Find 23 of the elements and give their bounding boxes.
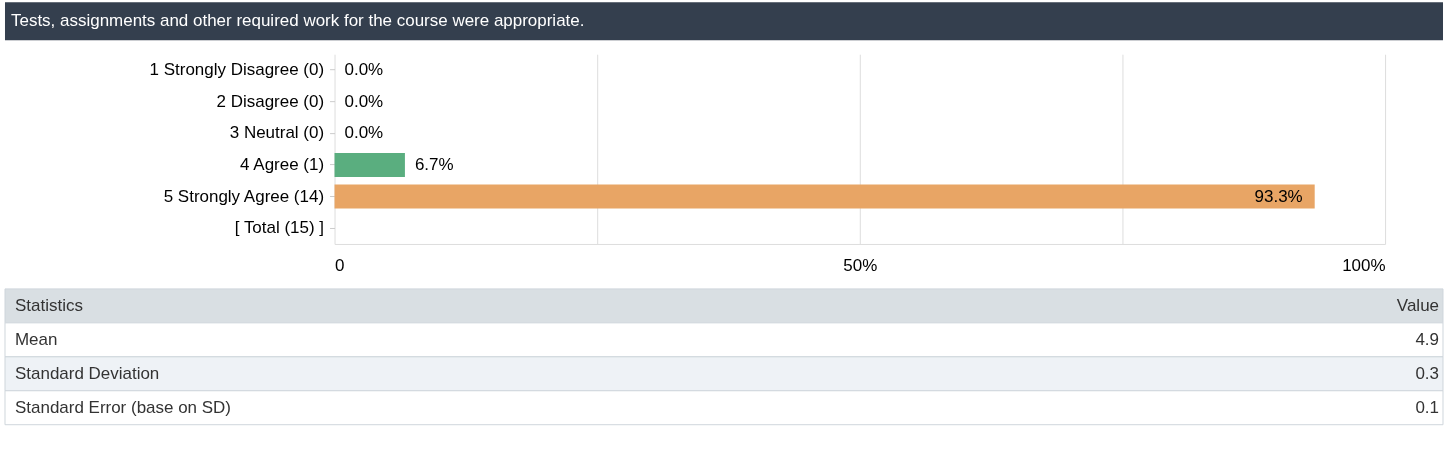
data-label: 0.0% (344, 60, 384, 80)
y-tick-label: 1 Strongly Disagree (0) (149, 60, 325, 80)
text: Statistics (14, 295, 83, 315)
data-label: 93.3% (1254, 186, 1303, 206)
chart-title: Tests, assignments and other required work for the course were appropriate. (10, 11, 585, 31)
y-tick-label: 4 Agree (1) (240, 154, 325, 174)
text: Mean (14, 329, 58, 349)
text: 0.3 (1415, 363, 1440, 383)
x-tick-label: 0 (335, 256, 345, 276)
data-label: 6.7% (414, 154, 454, 174)
text: Standard Error (base on SD) (14, 397, 231, 417)
text: 0.1 (1415, 397, 1440, 417)
y-tick-label: 2 Disagree (0) (216, 91, 325, 111)
text: 4.9 (1415, 329, 1440, 349)
y-tick-label: 3 Neutral (0) (229, 123, 325, 143)
data-label: 0.0% (344, 91, 384, 111)
text: Standard Deviation (14, 363, 160, 383)
x-tick-label: 50% (843, 256, 878, 276)
text: Value (1396, 295, 1440, 315)
data-label: 0.0% (344, 123, 384, 143)
y-tick-label: 5 Strongly Agree (14) (163, 186, 325, 206)
y-tick-label: [ Total (15) ] (234, 218, 325, 238)
x-tick-label: 100% (1342, 256, 1386, 276)
